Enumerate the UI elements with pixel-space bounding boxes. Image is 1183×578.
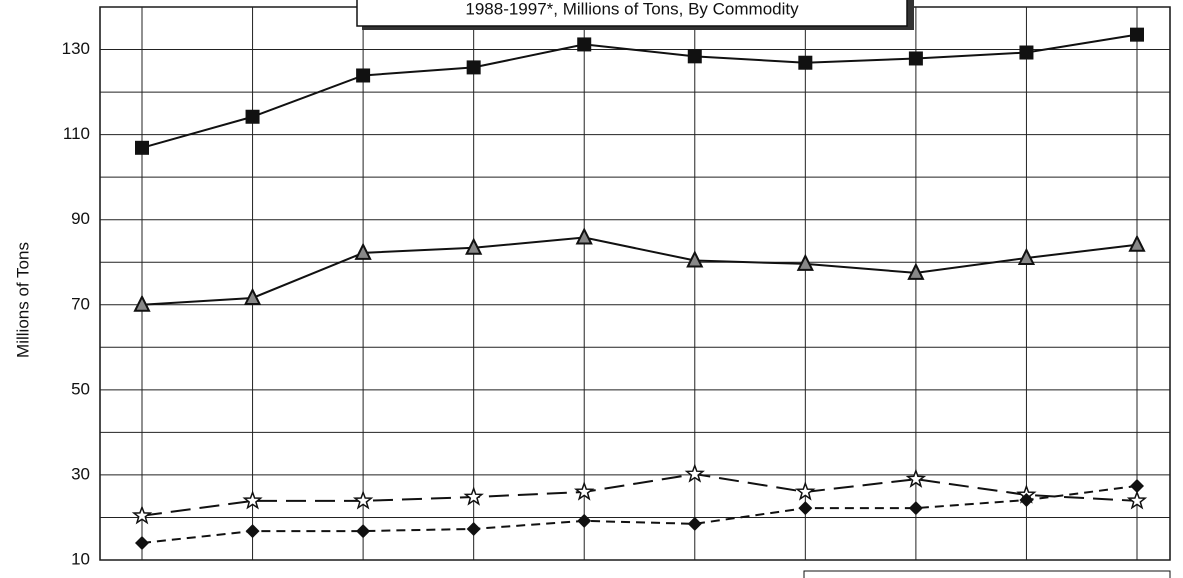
marker <box>1019 493 1034 508</box>
marker <box>466 521 481 536</box>
chart-title: 1988-1997*, Millions of Tons, By Commodi… <box>465 0 799 18</box>
marker <box>684 463 705 483</box>
marker <box>577 37 592 52</box>
y-tick-label: 50 <box>71 379 90 398</box>
y-tick-label: 90 <box>71 209 90 228</box>
marker <box>354 242 372 260</box>
y-tick-label: 70 <box>71 294 90 313</box>
marker <box>1128 234 1146 252</box>
marker <box>356 68 371 83</box>
marker <box>135 535 149 550</box>
y-tick-label: 110 <box>63 124 90 143</box>
y-axis-label: Millions of Tons <box>13 242 32 358</box>
title-frame <box>356 0 908 27</box>
marker <box>356 524 371 539</box>
marker <box>686 250 704 268</box>
marker <box>575 227 593 245</box>
marker <box>135 140 149 155</box>
marker <box>908 51 923 66</box>
marker <box>798 55 813 70</box>
marker <box>907 262 925 280</box>
marker <box>573 481 595 501</box>
marker <box>352 490 374 510</box>
series-line <box>141 473 1138 517</box>
marker <box>1017 247 1036 265</box>
marker <box>905 468 927 488</box>
marker <box>242 490 263 510</box>
marker <box>466 60 481 75</box>
marker <box>1130 478 1144 493</box>
marker <box>243 287 262 305</box>
title-box: 1988-1997*, Millions of Tons, By Commodi… <box>356 0 914 30</box>
series-line <box>141 236 1138 306</box>
series-line <box>141 484 1138 544</box>
marker <box>1130 27 1144 42</box>
marker <box>1019 45 1034 60</box>
y-tick-label: 10 <box>71 549 90 568</box>
marker <box>796 253 814 271</box>
marker <box>687 49 702 64</box>
y-tick-label: 30 <box>71 464 90 483</box>
marker <box>245 109 260 124</box>
marker <box>133 294 151 312</box>
marker <box>1126 490 1148 510</box>
y-tick-label: 130 <box>62 39 90 58</box>
marker <box>465 237 483 255</box>
marker <box>577 513 592 528</box>
marker <box>908 501 923 516</box>
marker <box>245 524 260 539</box>
marker <box>795 481 816 501</box>
marker <box>463 486 484 506</box>
marker <box>687 516 702 531</box>
marker <box>131 505 153 525</box>
series-line <box>141 33 1138 149</box>
marker <box>798 501 813 516</box>
plot-frame <box>99 6 1171 561</box>
legend-box-fragment <box>803 570 1171 578</box>
